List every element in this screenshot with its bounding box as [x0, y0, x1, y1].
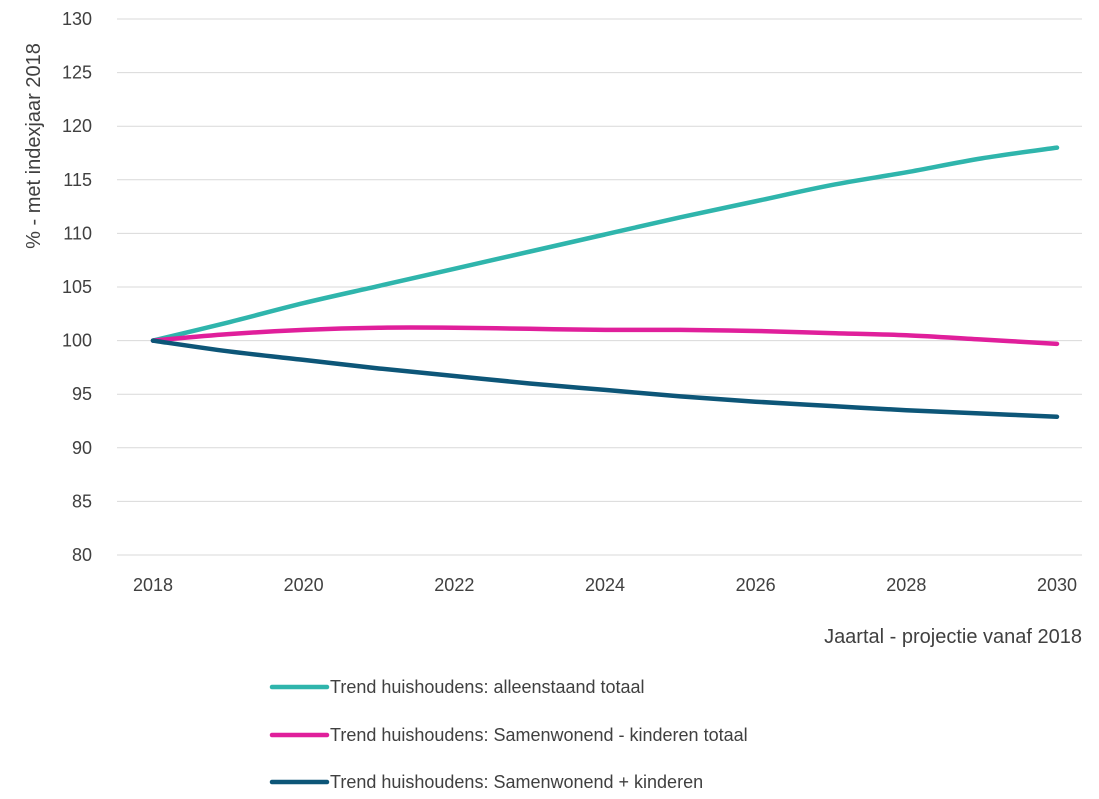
y-tick-label: 125 [62, 63, 92, 83]
series-lines [150, 145, 1060, 419]
y-tick-label: 115 [63, 170, 92, 190]
x-tick-label: 2026 [736, 575, 776, 595]
y-tick-label: 120 [62, 116, 92, 136]
series-line-alleenstaand-totaal [150, 145, 1060, 343]
y-tick-label: 105 [62, 277, 92, 297]
y-axis-ticks: 80 85 90 95 100 105 110 115 120 125 130 [62, 9, 92, 565]
legend-label: Trend huishoudens: alleenstaand totaal [330, 677, 645, 697]
x-tick-label: 2022 [434, 575, 474, 595]
y-tick-label: 90 [72, 438, 92, 458]
x-axis-title: Jaartal - projectie vanaf 2018 [824, 626, 1082, 648]
y-axis-title: % - met indexjaar 2018 [23, 43, 45, 249]
x-tick-label: 2028 [886, 575, 926, 595]
series-line-samenwonend-min-kinderen [150, 325, 1060, 347]
y-tick-label: 130 [62, 9, 92, 29]
x-tick-label: 2020 [284, 575, 324, 595]
x-tick-label: 2024 [585, 575, 625, 595]
legend-label: Trend huishoudens: Samenwonend + kindere… [330, 772, 703, 792]
x-axis-ticks: 2018 2020 2022 2024 2026 2028 2030 [133, 575, 1077, 595]
x-tick-label: 2018 [133, 575, 173, 595]
y-tick-label: 95 [72, 384, 92, 404]
legend: Trend huishoudens: alleenstaand totaal Tr… [269, 677, 748, 792]
gridlines [117, 18, 1082, 556]
series-line-samenwonend-plus-kinderen [150, 338, 1060, 419]
x-tick-label: 2030 [1037, 575, 1077, 595]
y-tick-label: 80 [72, 545, 92, 565]
legend-label: Trend huishoudens: Samenwonend - kindere… [330, 725, 748, 745]
y-tick-label: 100 [62, 331, 92, 351]
y-tick-label: 85 [72, 491, 92, 511]
y-tick-label: 110 [63, 223, 92, 243]
